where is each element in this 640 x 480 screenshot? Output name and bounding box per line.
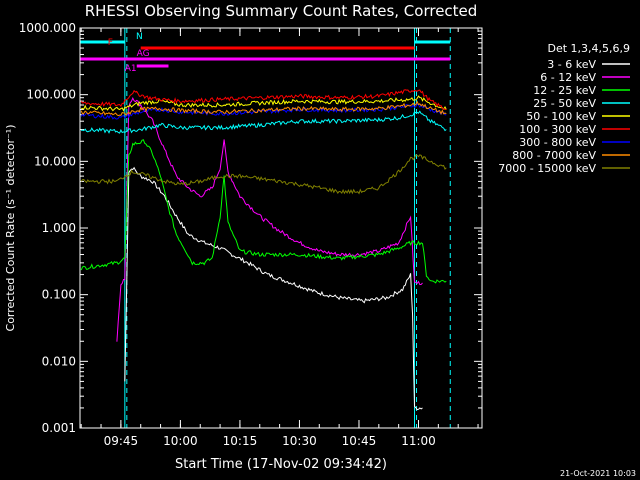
legend-label-2: 12 - 25 keV — [533, 84, 596, 97]
series-line-2 — [80, 139, 447, 284]
legend-label-3: 25 - 50 keV — [533, 97, 596, 110]
y-tick-label-3: 1.000 — [42, 221, 76, 235]
series-line-0 — [124, 166, 423, 411]
series-line-3 — [81, 110, 447, 134]
legend-label-0: 3 - 6 keV — [547, 58, 596, 71]
legend-label-6: 300 - 800 keV — [519, 136, 596, 149]
flag-label-N: N — [136, 32, 143, 42]
x-tick-label-5: 11:00 — [401, 434, 436, 448]
plot-area: 0.001 0.010 0.100 1.000 10.000 100.000 1000.00… — [19, 21, 482, 448]
y-tick-label-4: 10.000 — [34, 154, 76, 168]
legend-label-7: 800 - 7000 keV — [512, 149, 596, 162]
x-tick-label-4: 10:45 — [342, 434, 377, 448]
series-line-7 — [80, 100, 447, 117]
legend-label-5: 100 - 300 keV — [519, 123, 596, 136]
y-axis-label: Corrected Count Rate (s⁻¹ detector⁻¹) — [4, 125, 17, 332]
x-tick-label-0: 09:45 — [104, 434, 139, 448]
series-line-4 — [81, 95, 447, 112]
flag-label-A1: A1 — [125, 64, 137, 74]
y-tick-label-2: 0.100 — [42, 288, 76, 302]
x-tick-label-3: 10:30 — [282, 434, 317, 448]
x-tick-label-1: 10:00 — [163, 434, 198, 448]
y-tick-label-6: 1000.000 — [19, 21, 76, 35]
footer-timestamp: 21-Oct-2021 10:03 — [560, 469, 636, 478]
plot-frame — [79, 27, 483, 429]
chart-title: RHESSI Observing Summary Count Rates, Co… — [85, 2, 478, 20]
flag-label-F: F — [108, 38, 113, 48]
flag-label-AG: AG — [137, 49, 150, 59]
legend-label-4: 50 - 100 keV — [526, 110, 596, 123]
series-line-5 — [80, 89, 447, 110]
y-tick-label-5: 100.000 — [26, 88, 76, 102]
series-line-8 — [80, 154, 447, 195]
legend-label-8: 7000 - 15000 keV — [498, 162, 596, 175]
y-tick-label-1: 0.010 — [42, 354, 76, 368]
x-axis-label: Start Time (17-Nov-02 09:34:42) — [175, 457, 387, 472]
legend-label-1: 6 - 12 keV — [540, 71, 596, 84]
series-line-1 — [116, 97, 423, 342]
x-tick-label-2: 10:15 — [223, 434, 258, 448]
legend-title: Det 1,3,4,5,6,9 — [547, 42, 630, 55]
y-tick-label-0: 0.001 — [42, 421, 76, 435]
